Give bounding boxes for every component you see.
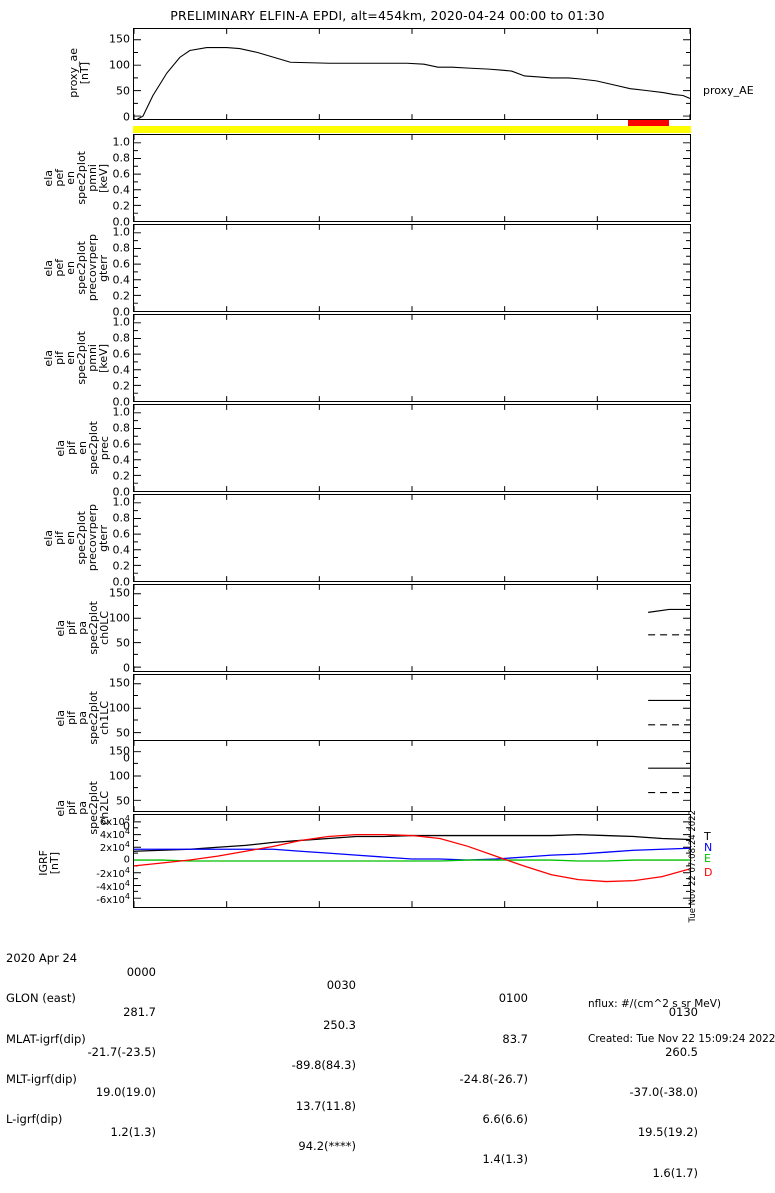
axis-ticks bbox=[134, 225, 690, 311]
annot-mlat-3: -37.0(-38.0) bbox=[629, 1085, 698, 1100]
igrf-legend-e: E bbox=[704, 852, 711, 865]
event-marker-red bbox=[628, 120, 669, 126]
annot-mlat-0: -21.7(-23.5) bbox=[87, 1045, 156, 1060]
annot-label-mlat: MLAT-igrf(dip) bbox=[6, 1031, 86, 1046]
yticks-ch0lc: 150 100 50 0 bbox=[109, 586, 130, 675]
proxy-ae-plot bbox=[134, 29, 690, 119]
plot-root: PRELIMINARY ELFIN-A EPDI, alt=454km, 202… bbox=[6, 8, 775, 1180]
igrf-legend-n: N bbox=[704, 841, 713, 854]
axis-ticks bbox=[134, 741, 690, 811]
yticks-pif-precovrperp: 1.0 0.8 0.6 0.4 0.2 0.0 bbox=[112, 495, 131, 589]
annot-row-l: L-igrf(dip) 1.2(1.3) 94.2(****) 1.4(1.3)… bbox=[6, 1100, 775, 1179]
created-timestamp-rotated: Tue Nov 22 07:08:24 2022 bbox=[688, 810, 698, 923]
annot-l-3: 1.6(1.7) bbox=[652, 1165, 698, 1180]
annot-time-1: 0030 bbox=[326, 978, 356, 993]
panel-proxy-ae[interactable] bbox=[133, 28, 691, 120]
yticks-pif-en-prec: 1.0 0.8 0.6 0.4 0.2 0.0 bbox=[112, 405, 131, 499]
coverage-bar-yellow bbox=[133, 126, 691, 133]
yticks-proxy-ae: 150 100 50 0 bbox=[109, 32, 130, 124]
annot-mlat-2: -24.8(-26.7) bbox=[459, 1071, 528, 1086]
yticks-ch2lc: 150 100 50 0 bbox=[109, 744, 130, 833]
annot-time-2: 0100 bbox=[498, 991, 528, 1006]
annot-l-2: 1.4(1.3) bbox=[482, 1152, 528, 1167]
igrf-legend-t: T bbox=[704, 830, 711, 843]
footer-block: nflux: #/(cm^2 s sr MeV) Created: Tue No… bbox=[588, 976, 775, 1068]
yticks-pef-precovrperp: 1.0 0.8 0.6 0.4 0.2 0.0 bbox=[112, 225, 131, 319]
series-label-proxy-ae: proxy_AE bbox=[703, 84, 754, 97]
annot-label-l: L-igrf(dip) bbox=[6, 1112, 63, 1127]
proxy-ae-trace bbox=[136, 47, 690, 119]
annot-label-date: 2020 Apr 24 bbox=[6, 951, 78, 966]
page-title: PRELIMINARY ELFIN-A EPDI, alt=454km, 202… bbox=[170, 8, 605, 23]
igrf-trace-d bbox=[134, 833, 690, 883]
annot-mlt-2: 6.6(6.6) bbox=[482, 1112, 528, 1127]
panel-pef-en-pmni[interactable] bbox=[133, 134, 691, 222]
footer-nflux-units: nflux: #/(cm^2 s sr MeV) bbox=[588, 998, 721, 1010]
annot-label-glon: GLON (east) bbox=[6, 991, 76, 1006]
annot-glon-2: 83.7 bbox=[502, 1031, 528, 1046]
footer-created: Created: Tue Nov 22 15:09:24 2022 bbox=[588, 1032, 775, 1045]
annot-mlt-0: 19.0(19.0) bbox=[95, 1085, 156, 1100]
axis-ticks bbox=[134, 815, 690, 907]
panel-igrf[interactable] bbox=[133, 814, 691, 908]
yticks-igrf: 6x104 4x104 2x104 0 -2x104 -4x104 -6x104 bbox=[96, 813, 130, 907]
panel-pef-precovrperp[interactable] bbox=[133, 224, 691, 312]
panel-pif-en-prec[interactable] bbox=[133, 404, 691, 492]
panel-pif-en-pmni[interactable] bbox=[133, 314, 691, 402]
yticks-ch1lc: 150 100 50 0 bbox=[109, 676, 130, 765]
igrf-trace-e bbox=[134, 859, 690, 862]
annot-time-0: 0000 bbox=[126, 964, 156, 979]
igrf-trace-n bbox=[134, 847, 690, 861]
igrf-legend-d: D bbox=[704, 866, 713, 879]
annot-label-mlt: MLT-igrf(dip) bbox=[6, 1071, 77, 1086]
axis-ticks bbox=[134, 315, 690, 401]
axis-ticks bbox=[134, 585, 690, 671]
annot-mlt-3: 19.5(19.2) bbox=[637, 1125, 698, 1140]
axis-ticks bbox=[134, 29, 690, 119]
axis-ticks bbox=[134, 495, 690, 581]
annot-l-0: 1.2(1.3) bbox=[110, 1125, 156, 1140]
annot-l-1: 94.2(****) bbox=[298, 1138, 356, 1153]
ch0lc-solid-trace bbox=[648, 608, 690, 613]
annot-glon-0: 281.7 bbox=[123, 1004, 156, 1019]
panel-ch0lc[interactable] bbox=[133, 584, 691, 672]
yticks-pif-en-pmni: 1.0 0.8 0.6 0.4 0.2 0.0 bbox=[112, 315, 131, 409]
axis-ticks bbox=[134, 405, 690, 491]
axis-ticks bbox=[134, 135, 690, 221]
annot-row-date: 2020 Apr 24 0000 0030 0100 0130 bbox=[6, 939, 775, 1018]
panel-ch2lc[interactable] bbox=[133, 740, 691, 812]
yticks-pef-en-pmni: 1.0 0.8 0.6 0.4 0.2 0.0 bbox=[112, 135, 131, 229]
panel-pif-precovrperp[interactable] bbox=[133, 494, 691, 582]
